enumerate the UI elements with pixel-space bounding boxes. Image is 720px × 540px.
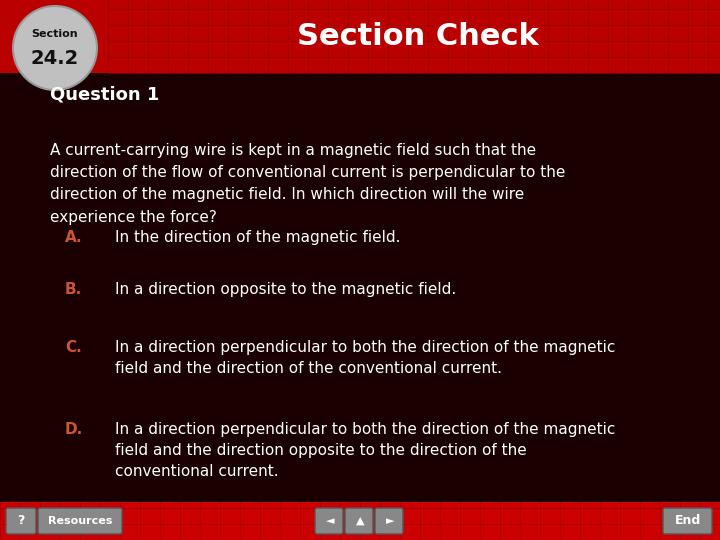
Text: In a direction perpendicular to both the direction of the magnetic
field and the: In a direction perpendicular to both the… — [115, 422, 616, 479]
FancyBboxPatch shape — [38, 508, 122, 534]
Text: ►: ► — [386, 516, 395, 526]
Circle shape — [13, 6, 97, 90]
FancyBboxPatch shape — [663, 508, 712, 534]
Text: 24.2: 24.2 — [31, 49, 79, 68]
Text: ◄: ◄ — [325, 516, 334, 526]
Text: C.: C. — [65, 340, 82, 355]
FancyBboxPatch shape — [375, 508, 403, 534]
Text: Resources: Resources — [48, 516, 112, 526]
FancyBboxPatch shape — [6, 508, 36, 534]
Text: Question 1: Question 1 — [50, 86, 159, 104]
FancyBboxPatch shape — [315, 508, 343, 534]
Bar — [0, 0, 720, 73]
Text: End: End — [675, 515, 701, 528]
Text: A.: A. — [65, 230, 83, 245]
Text: D.: D. — [65, 422, 84, 437]
Text: Section Check: Section Check — [297, 22, 539, 51]
Text: B.: B. — [65, 282, 82, 297]
Text: Section: Section — [32, 29, 78, 39]
Text: ?: ? — [17, 515, 24, 528]
Text: ▲: ▲ — [356, 516, 364, 526]
Bar — [0, 502, 720, 540]
FancyBboxPatch shape — [345, 508, 373, 534]
Text: In a direction perpendicular to both the direction of the magnetic
field and the: In a direction perpendicular to both the… — [115, 340, 616, 376]
Text: In a direction opposite to the magnetic field.: In a direction opposite to the magnetic … — [115, 282, 456, 297]
Text: A current-carrying wire is kept in a magnetic field such that the
direction of t: A current-carrying wire is kept in a mag… — [50, 143, 565, 225]
Text: In the direction of the magnetic field.: In the direction of the magnetic field. — [115, 230, 400, 245]
